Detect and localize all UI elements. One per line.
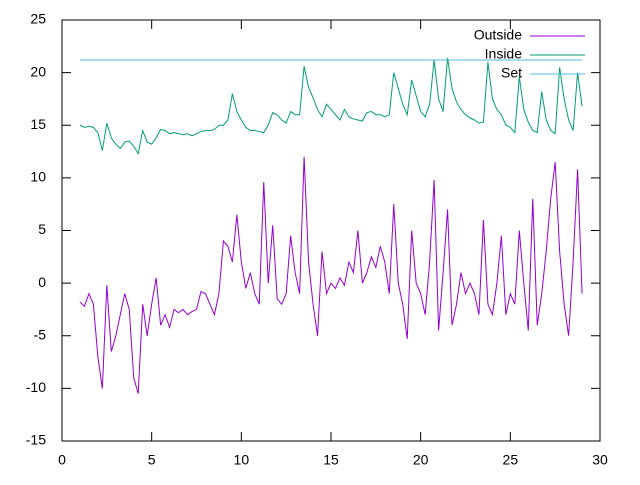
x-tick-label: 20	[413, 452, 429, 468]
x-tick-label: 30	[592, 452, 608, 468]
legend-label: Outside	[474, 27, 522, 43]
y-tick-label: -10	[26, 379, 46, 395]
y-tick-label: -15	[26, 432, 46, 448]
y-tick-label: 25	[30, 11, 46, 27]
y-tick-label: 15	[30, 116, 46, 132]
x-tick-label: 5	[148, 452, 156, 468]
y-tick-label: -5	[34, 326, 47, 342]
legend-label: Set	[501, 65, 522, 81]
series-line	[79, 57, 583, 156]
plot-frame	[61, 19, 601, 442]
y-tick-label: 10	[30, 169, 46, 185]
y-tick-label: 5	[38, 221, 46, 237]
y-tick-label: 20	[30, 63, 46, 79]
y-tick-label: 0	[38, 274, 46, 290]
x-tick-label: 0	[58, 452, 66, 468]
series-line	[79, 156, 583, 394]
x-tick-label: 15	[323, 452, 339, 468]
x-tick-label: 10	[234, 452, 250, 468]
x-tick-label: 25	[503, 452, 519, 468]
legend-label: Inside	[485, 46, 523, 62]
